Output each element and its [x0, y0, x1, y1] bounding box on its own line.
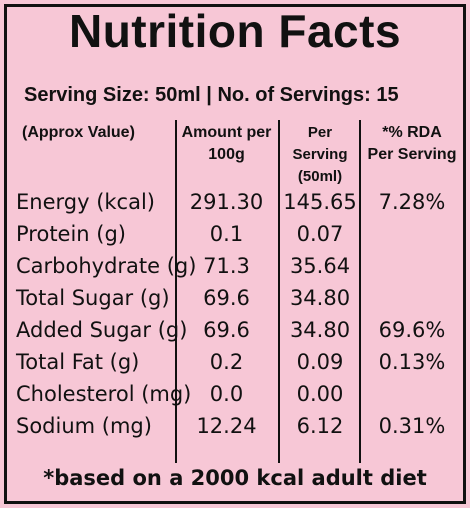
table-row: Protein (g) 0.1 0.07	[0, 218, 470, 250]
nutrient-per-serving: 34.80	[289, 318, 351, 342]
header-rda: *% RDA Per Serving	[362, 122, 462, 166]
nutrient-amount: 291.30	[189, 190, 264, 214]
nutrient-amount: 69.6	[203, 318, 250, 342]
table-row: Total Fat (g) 0.2 0.09 0.13%	[0, 346, 470, 378]
nutrient-name: Energy (kcal)	[16, 190, 155, 214]
header-per-serving-line2: (50ml)	[297, 168, 343, 185]
header-amount-per-100g: Amount per 100g	[177, 122, 276, 166]
header-rda-line1: *% RDA	[382, 124, 442, 141]
column-divider	[359, 120, 361, 463]
nutrient-name: Total Sugar (g)	[16, 286, 170, 310]
nutrient-rda: 7.28%	[378, 190, 446, 214]
nutrient-per-serving: 145.65	[283, 190, 357, 214]
nutrient-amount: 0.0	[209, 382, 244, 406]
nutrient-amount: 12.24	[196, 414, 257, 438]
nutrient-amount: 69.6	[203, 286, 250, 310]
header-amount-line2: 100g	[208, 146, 245, 163]
nutrient-per-serving: 6.12	[296, 414, 344, 438]
column-divider	[175, 120, 177, 463]
page-title: Nutrition Facts	[68, 5, 402, 57]
table-row: Added Sugar (g) 69.6 34.80 69.6%	[0, 314, 470, 346]
nutrient-per-serving: 0.09	[296, 350, 344, 374]
nutrient-rda: 0.31%	[378, 414, 446, 438]
nutrient-name: Total Fat (g)	[16, 350, 140, 374]
table-row: Energy (kcal) 291.30 145.65 7.28%	[0, 186, 470, 218]
header-per-serving: Per Serving (50ml)	[280, 122, 360, 188]
nutrient-amount: 71.3	[203, 254, 250, 278]
header-amount-line1: Amount per	[181, 124, 272, 141]
footnote: *based on a 2000 kcal adult diet	[43, 466, 427, 490]
nutrition-panel	[4, 4, 466, 504]
nutrient-amount: 0.2	[209, 350, 244, 374]
column-divider	[278, 120, 280, 463]
serving-info: Serving Size: 50ml | No. of Servings: 15	[24, 84, 399, 106]
nutrient-name: Cholesterol (mg)	[16, 382, 192, 406]
table-row: Cholesterol (mg) 0.0 0.00	[0, 378, 470, 410]
nutrient-per-serving: 35.64	[289, 254, 351, 278]
nutrient-per-serving: 0.07	[296, 222, 344, 246]
table-row: Carbohydrate (g) 71.3 35.64	[0, 250, 470, 282]
nutrient-name: Protein (g)	[16, 222, 127, 246]
header-per-serving-line1: Per Serving	[292, 124, 348, 163]
nutrient-per-serving: 34.80	[289, 286, 351, 310]
nutrient-amount: 0.1	[209, 222, 244, 246]
nutrient-per-serving: 0.00	[296, 382, 344, 406]
nutrient-rda: 69.6%	[378, 318, 446, 342]
nutrient-name: Carbohydrate (g)	[16, 254, 197, 278]
table-row: Sodium (mg) 12.24 6.12 0.31%	[0, 410, 470, 442]
nutrient-name: Added Sugar (g)	[16, 318, 188, 342]
nutrient-rda: 0.13%	[378, 350, 446, 374]
table-row: Total Sugar (g) 69.6 34.80	[0, 282, 470, 314]
nutrient-name: Sodium (mg)	[16, 414, 152, 438]
header-approx-value: (Approx Value)	[22, 124, 135, 141]
header-rda-line2: Per Serving	[367, 146, 457, 163]
